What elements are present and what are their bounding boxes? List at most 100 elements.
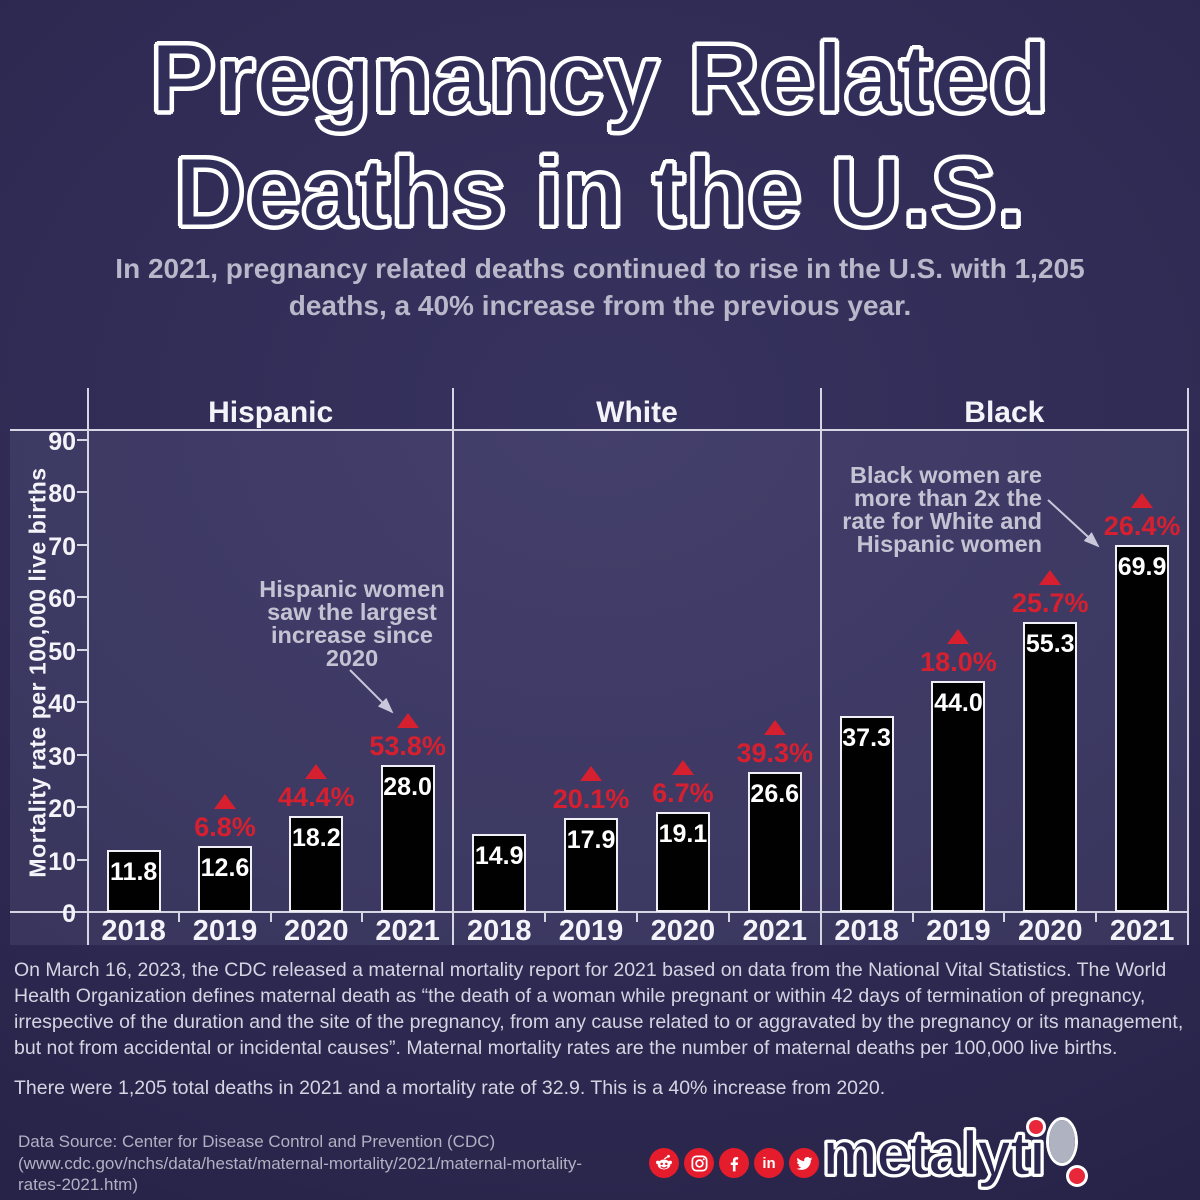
- x-tick-label-white-2020: 2020: [650, 915, 716, 947]
- data-source-line3: rates-2021.htm): [18, 1175, 138, 1194]
- metalytiq-logo: metalytı: [821, 1119, 1096, 1189]
- x-axis-line: [10, 911, 1188, 913]
- pct-change-hispanic-2021: 53.8%: [369, 731, 446, 761]
- y-tick-label: 70: [48, 532, 76, 561]
- pct-change-black-2021: 26.4%: [1103, 511, 1181, 541]
- bar-value-black-2018: 37.3: [842, 724, 891, 752]
- bar-white-2019: [564, 818, 619, 912]
- logo-q-icon: [1049, 1120, 1096, 1184]
- y-tick-label: 20: [48, 795, 76, 823]
- y-tick-label: 50: [48, 637, 76, 666]
- notes-block: On March 16, 2023, the CDC released a ma…: [14, 957, 1188, 1101]
- subtitle: In 2021, pregnancy related deaths contin…: [115, 253, 1085, 321]
- page-title-line1: Pregnancy Related: [149, 22, 1050, 135]
- facebook-icon[interactable]: [719, 1148, 749, 1178]
- y-tick-mark: [77, 701, 88, 703]
- instagram-icon[interactable]: [684, 1148, 714, 1178]
- x-tick-mark: [911, 912, 914, 922]
- y-tick-label: 60: [48, 585, 76, 613]
- y-tick-mark: [77, 543, 88, 546]
- bar-value-white-2020: 19.1: [658, 820, 708, 848]
- panel-divider-1: [452, 388, 455, 945]
- logo-q-dot: [1068, 1168, 1085, 1184]
- y-axis-title: Mortality rate per 100,000 live births: [24, 467, 51, 878]
- y-tick-label: 30: [48, 742, 76, 771]
- increase-triangle-icon-hispanic-2021: [396, 713, 419, 728]
- x-tick-label-white-2019: 2019: [558, 915, 624, 947]
- bar-hispanic-2019: [197, 846, 252, 912]
- increase-triangle-icon-white-2019: [580, 766, 603, 781]
- y-tick-label: 40: [48, 690, 76, 718]
- x-tick-label-black-2018: 2018: [834, 915, 899, 947]
- x-tick-label-hispanic-2019: 2019: [192, 915, 258, 947]
- pct-change-black-2019: 18.0%: [920, 647, 997, 677]
- increase-triangle-icon-black-2020: [1039, 570, 1062, 585]
- reddit-icon[interactable]: [649, 1148, 679, 1178]
- y-tick-mark: [77, 648, 88, 651]
- x-tick-label-black-2019: 2019: [926, 915, 991, 947]
- y-tick-mark: [77, 491, 88, 493]
- y-tick-label: 0: [62, 900, 76, 928]
- x-tick-label-hispanic-2018: 2018: [101, 915, 166, 947]
- annotation-black: Black women are more than 2x the rate for …: [842, 462, 1042, 557]
- bar-value-hispanic-2019: 12.6: [200, 854, 250, 882]
- y-tick-label: 90: [48, 427, 76, 456]
- x-tick-label-hispanic-2021: 2021: [375, 915, 440, 947]
- x-tick-label-white-2021: 2021: [742, 915, 808, 947]
- pct-change-hispanic-2019: 6.8%: [194, 812, 256, 842]
- x-tick-mark: [178, 912, 181, 922]
- pct-change-white-2021: 39.3%: [736, 738, 814, 768]
- annotation-hispanic: Hispanic women saw the largest increase si…: [259, 576, 445, 671]
- facet-header-line: [10, 429, 1188, 431]
- bar-black-2020: [1023, 622, 1078, 912]
- chart-right-border: [1187, 388, 1189, 945]
- y-tick-label: 10: [48, 847, 76, 876]
- x-tick-mark: [360, 912, 363, 922]
- logo-i-dot: [1029, 1120, 1044, 1134]
- x-tick-mark: [727, 912, 730, 922]
- x-tick-mark: [269, 912, 272, 922]
- increase-triangle-icon-black-2019: [947, 629, 970, 644]
- bar-value-black-2019: 44.0: [934, 689, 983, 717]
- x-tick-mark: [1095, 912, 1098, 922]
- y-tick-mark: [77, 911, 88, 913]
- bar-white-2021: [747, 772, 802, 912]
- linkedin-icon[interactable]: in: [754, 1148, 784, 1178]
- x-tick-label-black-2020: 2020: [1017, 915, 1083, 947]
- data-source-line2: (www.cdc.gov/nchs/data/hestat/maternal-m…: [18, 1153, 583, 1173]
- x-tick-mark: [636, 912, 638, 922]
- y-axis-line: [87, 388, 89, 945]
- y-tick-label: 80: [48, 480, 76, 508]
- bar-hispanic-2021: [380, 765, 435, 912]
- x-tick-label-hispanic-2020: 2020: [284, 915, 349, 947]
- bar-black-2019: [931, 681, 986, 912]
- bar-value-white-2018: 14.9: [474, 842, 524, 870]
- x-tick-label-white-2018: 2018: [466, 915, 532, 947]
- increase-triangle-icon-black-2021: [1131, 493, 1154, 508]
- pct-change-hispanic-2020: 44.4%: [278, 782, 355, 812]
- increase-triangle-icon-white-2021: [763, 720, 786, 735]
- bar-black-2018: [839, 716, 894, 912]
- x-tick-label-black-2021: 2021: [1109, 915, 1175, 947]
- panel-header-hispanic: Hispanic: [208, 396, 334, 429]
- x-tick-mark: [1003, 912, 1006, 922]
- y-tick-mark: [77, 858, 88, 861]
- y-tick-mark: [77, 753, 88, 756]
- twitter-icon[interactable]: [789, 1148, 819, 1178]
- logo-letter-i: ı: [1027, 1119, 1047, 1189]
- pct-change-white-2019: 20.1%: [552, 784, 630, 814]
- y-tick-mark: [77, 806, 88, 808]
- social-icons: in: [649, 1148, 819, 1178]
- data-source: Data Source: Center for Disease Control …: [18, 1131, 638, 1196]
- pct-change-white-2020: 6.7%: [652, 778, 714, 808]
- bar-value-white-2019: 17.9: [566, 826, 616, 854]
- increase-triangle-icon-hispanic-2019: [213, 794, 236, 809]
- bar-value-hispanic-2018: 11.8: [110, 858, 158, 886]
- x-tick-mark: [544, 912, 547, 922]
- y-tick-mark: [77, 596, 88, 598]
- increase-triangle-icon-white-2020: [671, 760, 694, 775]
- logo-wordmark: metalytı: [821, 1119, 1047, 1189]
- bar-value-white-2021: 26.6: [750, 780, 800, 808]
